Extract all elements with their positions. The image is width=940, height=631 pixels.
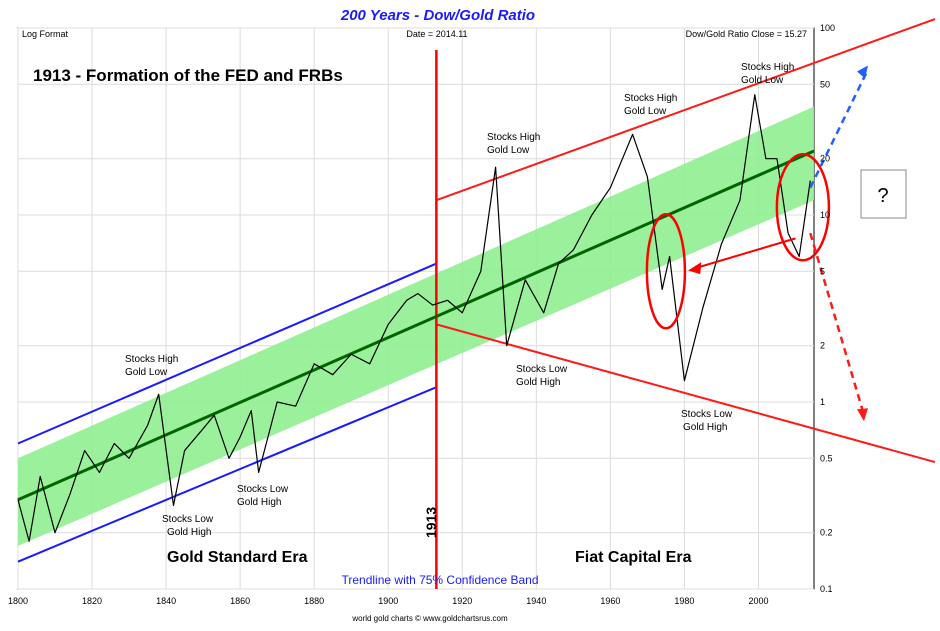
label-gold-low-1999: Gold Low [741, 75, 784, 86]
x-tick-label-1960: 1960 [600, 596, 620, 606]
question-mark: ? [877, 185, 888, 207]
label-stocks-high-1835: Stocks High [125, 354, 178, 365]
subtitle-log-format: Log Format [22, 29, 69, 39]
x-tick-label-1860: 1860 [230, 596, 250, 606]
annotation-group [645, 65, 870, 422]
arrow-back-head [688, 262, 702, 275]
label-gold-high-1865: Gold High [237, 497, 281, 508]
projection-up-head [857, 65, 868, 79]
label-stocks-high-1966: Stocks High [624, 93, 677, 104]
projection-down-line [809, 232, 866, 416]
label-gold-low-1835: Gold Low [125, 367, 168, 378]
chart-title: 200 Years - Dow/Gold Ratio [340, 7, 535, 24]
y-tick-label-0.2: 0.2 [820, 528, 833, 538]
y-tick-label-1: 1 [820, 397, 825, 407]
y-tick-label-50: 50 [820, 79, 830, 89]
gold-standard-lower-channel [17, 386, 437, 563]
headline-annotation: 1913 - Formation of the FED and FRBs [33, 66, 343, 85]
highlight-ellipse-1970s [645, 213, 687, 330]
label-stocks-low-1980: Stocks Low [681, 409, 733, 420]
y-tick-label-20: 20 [820, 154, 830, 164]
label-stocks-low-1842: Stocks Low [162, 514, 214, 525]
year-1913-vertical-label: 1913 [423, 507, 439, 538]
question-box [860, 169, 907, 219]
label-stocks-low-1865: Stocks Low [237, 484, 289, 495]
label-gold-high-1980: Gold High [683, 422, 727, 433]
gold-standard-upper-channel [17, 262, 437, 445]
channel-lines [17, 18, 936, 589]
y-tick-label-0.5: 0.5 [820, 453, 833, 463]
x-tick-label-1840: 1840 [156, 596, 176, 606]
x-tick-label-2000: 2000 [748, 596, 768, 606]
era-right-label: Fiat Capital Era [575, 549, 692, 566]
projection-down-head [857, 408, 868, 422]
fiat-upper-channel [436, 18, 936, 202]
tick-labels: 1800 1820 1840 1860 1880 1900 1920 1940 1960 1980… [8, 23, 835, 606]
label-stocks-high-1929: Stocks High [487, 132, 540, 143]
y-tick-label-10: 10 [820, 210, 830, 220]
x-tick-label-1920: 1920 [452, 596, 472, 606]
y-tick-label-5: 5 [820, 266, 825, 276]
label-gold-high-1842: Gold High [167, 527, 211, 538]
x-tick-label-1940: 1940 [526, 596, 546, 606]
footer-credit: world gold charts © www.goldchartsrus.co… [351, 614, 508, 623]
dow-gold-ratio-line [17, 94, 811, 542]
era-left-label: Gold Standard Era [167, 549, 308, 566]
trendline [17, 149, 815, 502]
projection-up-line [809, 68, 870, 189]
subtitle-date: Date = 2014.11 [406, 29, 467, 39]
trendline-note: Trendline with 75% Confidence Band [341, 573, 538, 587]
label-stocks-low-1932: Stocks Low [516, 364, 568, 375]
x-tick-label-1880: 1880 [304, 596, 324, 606]
x-tick-label-1900: 1900 [378, 596, 398, 606]
x-tick-label-1820: 1820 [82, 596, 102, 606]
label-gold-high-1932: Gold High [516, 377, 560, 388]
series-group [17, 94, 815, 542]
x-tick-label-1800: 1800 [8, 596, 28, 606]
x-tick-label-1980: 1980 [674, 596, 694, 606]
fiat-lower-channel [436, 323, 936, 464]
label-stocks-high-1999: Stocks High [741, 62, 794, 73]
label-gold-low-1966: Gold Low [624, 106, 667, 117]
y-tick-label-2: 2 [820, 341, 825, 351]
label-gold-low-1929: Gold Low [487, 145, 530, 156]
y-tick-label-100: 100 [820, 23, 835, 33]
arrow-back-line [695, 237, 796, 270]
highlight-ellipse-2010s [775, 153, 831, 262]
y-tick-label-0.1: 0.1 [820, 584, 833, 594]
subtitle-close: Dow/Gold Ratio Close = 15.27 [686, 29, 807, 39]
